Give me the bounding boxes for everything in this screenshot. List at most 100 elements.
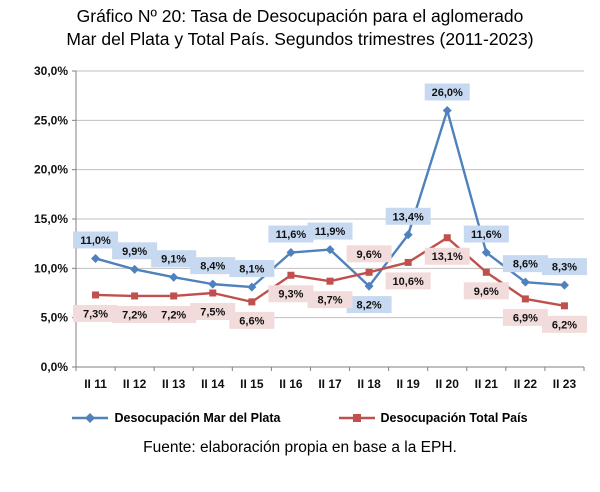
data-label-bg <box>112 242 158 260</box>
data-label-bg <box>346 296 392 314</box>
x-axis-label: II 16 <box>279 377 303 391</box>
square-marker-icon <box>209 289 217 297</box>
data-label-bg <box>385 272 431 290</box>
y-axis-label: 30,0% <box>34 64 68 78</box>
data-label: 11,9% <box>315 226 346 238</box>
x-axis-label: II 19 <box>396 377 420 391</box>
diamond-marker-icon <box>208 279 218 289</box>
data-label-bg <box>229 312 275 330</box>
x-axis-label: II 15 <box>240 377 264 391</box>
data-label: 8,2% <box>357 300 382 312</box>
diamond-marker-icon <box>364 281 374 291</box>
diamond-marker-icon <box>520 277 530 287</box>
square-marker-icon <box>287 271 295 279</box>
red-square-line-icon <box>338 414 375 423</box>
y-axis-label: 20,0% <box>34 163 68 177</box>
diamond-marker-icon <box>403 230 413 240</box>
data-label: 13,4% <box>393 211 424 223</box>
data-label: 8,7% <box>317 295 342 307</box>
data-label-bg <box>541 258 587 276</box>
plot-area: 0,0% 5,0% 10,0% 15,0% 20,0% 25,0% 30,0% II 11 II… <box>0 53 600 405</box>
data-label-bg <box>541 316 587 334</box>
square-marker-icon <box>404 259 412 267</box>
data-label-bg <box>151 250 197 268</box>
data-label-bg <box>151 306 197 324</box>
diamond-marker-icon <box>325 245 335 255</box>
diamond-marker-icon <box>286 248 296 258</box>
line-chart-svg: 0,0% 5,0% 10,0% 15,0% 20,0% 25,0% 30,0% II 11 II… <box>34 64 587 391</box>
y-axis-label: 5,0% <box>41 311 69 325</box>
data-label-bg <box>502 255 548 273</box>
y-axis-label: 25,0% <box>34 114 68 128</box>
data-label: 8,1% <box>239 264 264 276</box>
y-axis-label: 0,0% <box>41 360 69 374</box>
square-marker-icon <box>131 292 139 300</box>
diamond-marker-icon <box>247 282 257 292</box>
square-marker-icon <box>443 234 451 242</box>
x-axis-label: II 14 <box>201 377 225 391</box>
data-label: 7,3% <box>83 309 108 321</box>
legend-label-total-pais: Desocupación Total País <box>380 411 528 426</box>
data-label: 26,0% <box>432 87 463 99</box>
data-label: 13,1% <box>432 251 463 263</box>
x-axis-label: II 18 <box>357 377 381 391</box>
square-marker-icon <box>482 268 490 276</box>
data-label: 10,6% <box>393 276 424 288</box>
diamond-marker-icon <box>559 280 569 290</box>
data-label: 11,6% <box>276 229 307 241</box>
data-label: 6,9% <box>513 313 538 325</box>
diamond-marker-icon <box>91 254 101 264</box>
data-label-bg <box>502 309 548 327</box>
legend-label-mar-del-plata: Desocupación Mar del Plata <box>114 411 281 426</box>
data-label-bg <box>424 83 470 101</box>
data-label: 9,9% <box>122 246 147 258</box>
diamond-marker-icon <box>481 248 491 258</box>
chart-title-line1: Gráfico Nº 20: Tasa de Desocupación para… <box>76 6 524 26</box>
data-label: 7,5% <box>200 307 225 319</box>
x-axis-label: II 21 <box>475 377 499 391</box>
square-marker-icon <box>326 277 334 285</box>
data-label: 6,2% <box>552 320 577 332</box>
data-label-bg <box>463 282 509 300</box>
data-label-bg <box>190 257 236 275</box>
data-label-bg <box>229 260 275 278</box>
square-marker-icon <box>560 302 568 310</box>
data-label-bg <box>73 305 119 323</box>
x-axis-label: II 11 <box>84 377 107 391</box>
data-label: 8,3% <box>552 262 577 274</box>
square-marker-icon <box>248 298 256 306</box>
data-label-bg <box>190 303 236 321</box>
data-label-bg <box>73 231 119 249</box>
data-label: 8,4% <box>200 261 225 273</box>
x-axis-label: II 23 <box>553 377 577 391</box>
data-label: 11,6% <box>471 229 502 241</box>
x-axis-label: II 22 <box>514 377 538 391</box>
data-label: 9,3% <box>278 289 303 301</box>
data-label: 6,6% <box>239 316 264 328</box>
data-label: 9,6% <box>357 249 382 261</box>
data-label-bg <box>268 285 314 303</box>
data-label: 7,2% <box>122 310 147 322</box>
diamond-marker-icon <box>442 106 452 116</box>
legend-item-mar-del-plata: Desocupación Mar del Plata <box>72 411 281 426</box>
y-axis-label: 10,0% <box>34 262 68 276</box>
square-marker-icon <box>170 292 178 300</box>
x-axis-label: II 12 <box>123 377 147 391</box>
blue-diamond-line-icon <box>72 413 109 424</box>
data-label: 9,1% <box>161 254 186 266</box>
data-label-bg <box>307 222 353 240</box>
data-label: 8,6% <box>513 259 538 271</box>
y-axis-label: 15,0% <box>34 212 68 226</box>
data-label-bg <box>112 306 158 324</box>
data-label-bg <box>346 245 392 263</box>
square-marker-icon <box>365 268 373 276</box>
data-label-bg <box>424 247 470 265</box>
diamond-marker-icon <box>169 272 179 282</box>
chart-title: Gráfico Nº 20: Tasa de Desocupación para… <box>8 5 592 51</box>
diamond-marker-icon <box>130 265 140 275</box>
chart-legend: Desocupación Mar del Plata Desocupación … <box>0 407 600 429</box>
data-label-bg <box>385 207 431 225</box>
x-axis-label: II 17 <box>318 377 342 391</box>
x-axis-label: II 13 <box>162 377 186 391</box>
